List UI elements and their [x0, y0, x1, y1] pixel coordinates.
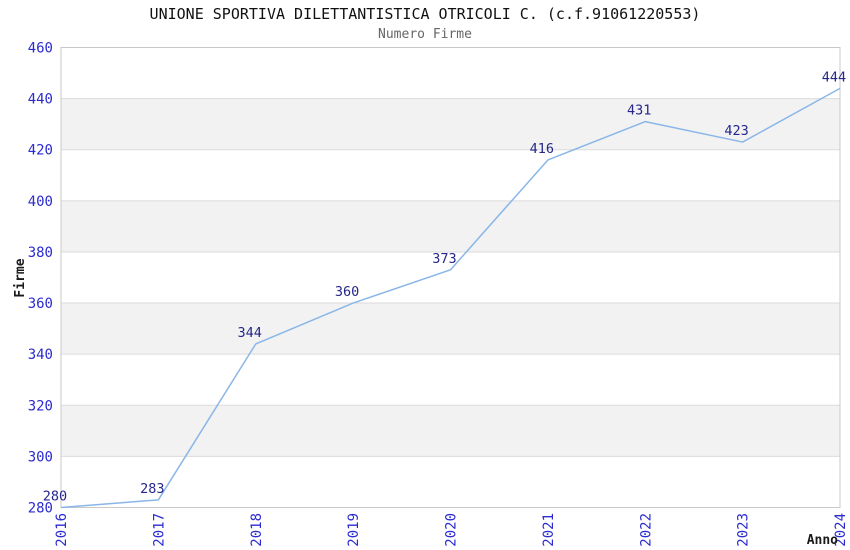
data-point-label: 444 [822, 69, 846, 85]
x-tick-label: 2016 [54, 513, 70, 547]
data-point-label: 280 [43, 489, 67, 505]
plot-band [61, 405, 840, 457]
data-point-label: 431 [627, 103, 651, 119]
y-tick-label: 360 [28, 296, 53, 312]
x-axis-title: Anno [807, 533, 838, 548]
y-tick-label: 440 [28, 92, 53, 108]
y-tick-label: 460 [28, 41, 53, 57]
x-tick-label: 2023 [736, 513, 752, 547]
chart-title: UNIONE SPORTIVA DILETTANTISTICA OTRICOLI… [149, 5, 701, 23]
data-point-label: 360 [335, 284, 359, 300]
x-tick-label: 2018 [249, 513, 265, 547]
x-tick-label: 2017 [151, 513, 167, 547]
data-line [60, 87, 841, 509]
y-tick-label: 420 [28, 143, 53, 159]
y-tick-label: 340 [28, 347, 53, 363]
data-point-label: 283 [140, 481, 164, 497]
data-point-label: 344 [238, 325, 262, 341]
data-point-label: 373 [432, 251, 456, 267]
data-point-label: 423 [724, 123, 748, 139]
data-point-label: 416 [530, 141, 554, 157]
y-tick-label: 380 [28, 245, 53, 261]
y-tick-label: 280 [28, 501, 53, 517]
x-tick-label: 2024 [833, 513, 849, 547]
x-tick-label: 2020 [444, 513, 460, 547]
y-tick-label: 320 [28, 398, 53, 414]
y-tick-label: 300 [28, 449, 53, 465]
plot-band [61, 200, 840, 252]
x-tick-label: 2021 [541, 513, 557, 547]
plot-band [61, 98, 840, 150]
plot-band [61, 303, 840, 355]
y-tick-label: 400 [28, 194, 53, 210]
x-tick-label: 2019 [346, 513, 362, 547]
x-tick-label: 2022 [638, 513, 654, 547]
plot-border [60, 47, 841, 508]
y-axis-title: Firme [13, 258, 28, 297]
chart-subtitle: Numero Firme [378, 27, 472, 42]
